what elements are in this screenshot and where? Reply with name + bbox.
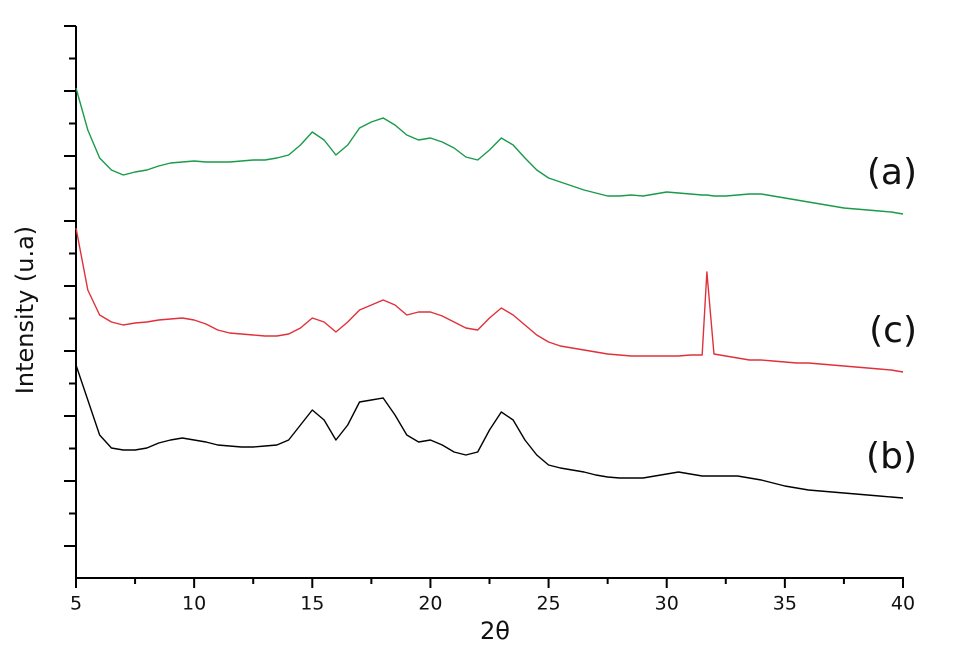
series-label: (b) bbox=[866, 436, 917, 477]
x-tick-label: 10 bbox=[182, 593, 206, 615]
x-tick-label: 15 bbox=[300, 593, 324, 615]
x-tick-label: 5 bbox=[70, 593, 82, 615]
x-tick-label: 20 bbox=[418, 593, 442, 615]
x-tick-label: 25 bbox=[536, 593, 560, 615]
x-tick-label: 30 bbox=[655, 593, 679, 615]
series-line bbox=[75, 364, 904, 499]
x-tick-label: 40 bbox=[891, 593, 915, 615]
x-axis-label: 2θ bbox=[480, 617, 510, 645]
y-axis-label: Intensity (u.a) bbox=[11, 226, 39, 394]
series-line bbox=[75, 227, 904, 373]
series-label: (c) bbox=[869, 310, 917, 351]
x-tick-label: 35 bbox=[773, 593, 797, 615]
series-label: (a) bbox=[867, 152, 917, 193]
series-line bbox=[75, 87, 904, 215]
